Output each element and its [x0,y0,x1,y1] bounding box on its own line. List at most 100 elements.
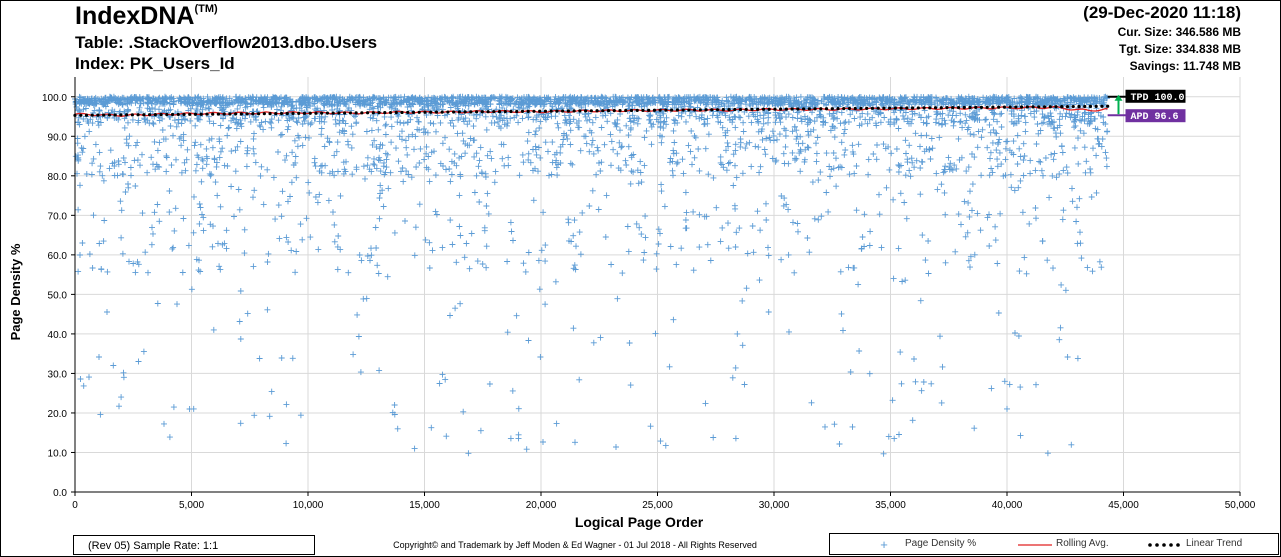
x-axis-label: Logical Page Order [575,514,704,530]
arrow-head-icon [1114,94,1123,101]
trend-dot [813,107,817,111]
trend-dot [532,109,536,113]
y-tick-label: 20.0 [48,409,68,420]
trend-dot [239,112,243,116]
y-tick-label: 0.0 [53,488,67,499]
trend-dot [922,106,926,110]
trend-dot [354,111,358,115]
trend-dot [767,107,771,111]
x-tick-label: 15,000 [409,500,440,511]
trend-dot [147,113,152,117]
trend-dot [733,107,737,112]
trend-dot [474,110,479,114]
trend-dot [629,108,634,113]
app-title: IndexDNA(TM) [75,2,218,31]
x-tick-label: 5,000 [179,500,204,511]
trend-dot [446,110,450,114]
trend-dot [234,112,238,116]
trend-dot [641,108,645,112]
trend-dot [331,111,335,115]
trend-dot [928,106,932,110]
axes: 0 5,000 10,000 15,000 20,000 25,000 30,000 35,0… [42,77,1256,511]
y-tick-label: 30.0 [48,369,68,380]
x-tick-label: 25,000 [642,500,673,511]
y-tick-label: 60.0 [48,251,68,262]
trend-dot [142,113,146,117]
trend-dot [314,111,318,115]
trend-dot [153,113,157,117]
trend-dot [606,109,611,113]
trend-dot [245,112,249,116]
trend-dot [1054,105,1058,109]
y-tick-label: 10.0 [48,448,68,459]
trend-dot [222,112,226,116]
trend-dot [205,112,209,116]
trend-dot [538,109,542,113]
gridlines [75,77,1241,492]
trend-dot [325,111,330,115]
trend-dot [664,108,668,112]
trend-dot [308,111,312,115]
savings: Savings: 11.748 MB [1129,59,1241,73]
trend-dot [721,108,725,112]
trend-dot [251,112,255,116]
trend-dot [624,108,628,113]
trend-dot [893,106,897,110]
trend-dot [170,112,175,117]
trend-dot [555,109,559,113]
trend-dot [509,109,513,114]
trend-dot [710,108,714,112]
trend-dot [647,108,651,112]
trend-dot [423,110,427,114]
trend-dot [417,110,421,114]
trend-dot [549,109,553,113]
trend-dot [1088,104,1093,108]
x-tick-label: 0 [72,500,78,511]
trend-dot [974,105,978,110]
trend-dot [870,106,875,110]
trend-dot [285,111,289,116]
trend-dot [790,107,794,111]
trend-dot [956,105,961,110]
trend-dot [951,106,955,110]
trend-dot [578,109,582,113]
trend-dot [297,111,301,115]
trend-dot [302,111,307,115]
trend-dot [997,105,1001,109]
trend-dot [492,110,496,114]
trend-dot [859,106,863,111]
trend-dot [1106,104,1110,108]
trend-dot [698,108,702,112]
trend-dot [377,111,381,115]
trend-dot [520,109,525,113]
trend-dot [939,106,943,110]
trend-dot [486,110,490,114]
trend-dot [744,107,748,112]
current-size: Cur. Size: 346.586 MB [1117,25,1241,39]
copyright-notice: Copyright© and Trademark by Jeff Moden &… [393,540,757,550]
tpd-label: TPD 100.0 [1131,93,1185,104]
trend-dot [279,111,284,116]
apd-label: APD 96.6 [1131,112,1179,123]
legend-page-density: Page Density % [905,538,977,549]
trend-dot [561,109,565,113]
y-tick-label: 100.0 [42,93,67,104]
trend-dot [761,107,766,111]
trend-dot [440,110,444,114]
x-tick-label: 45,000 [1108,500,1139,511]
trend-dot [876,106,880,110]
trend-dot [830,107,834,111]
trend-dot [933,106,938,110]
trend-dot [1083,104,1087,109]
trend-dot [572,109,576,113]
target-size: Tgt. Size: 334.838 MB [1118,42,1241,56]
trend-dot [824,107,829,111]
trend-dot [727,107,731,112]
trend-dot [784,107,788,111]
trend-dot [130,113,134,117]
trend-dot [652,108,657,112]
trend-dot [102,113,106,117]
trend-dot [1020,105,1024,109]
y-tick-label: 40.0 [48,330,68,341]
trend-dot [796,107,800,111]
